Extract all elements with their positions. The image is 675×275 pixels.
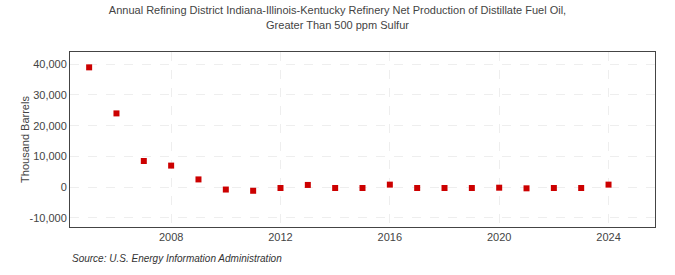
svg-text:Thousand Barrels: Thousand Barrels (19, 96, 31, 183)
svg-text:2008: 2008 (159, 231, 183, 243)
svg-text:0: 0 (61, 181, 67, 193)
svg-text:Annual Refining District India: Annual Refining District Indiana-Illinoi… (109, 4, 566, 30)
svg-text:20,000: 20,000 (33, 120, 67, 132)
svg-text:2024: 2024 (596, 231, 620, 243)
svg-text:2020: 2020 (487, 231, 511, 243)
svg-text:Source: U.S. Energy Informatio: Source: U.S. Energy Information Administ… (72, 253, 282, 264)
svg-text:10,000: 10,000 (33, 150, 67, 162)
svg-text:2012: 2012 (268, 231, 292, 243)
svg-text:-10,000: -10,000 (29, 212, 66, 224)
svg-text:40,000: 40,000 (33, 58, 67, 70)
svg-text:30,000: 30,000 (33, 89, 67, 101)
svg-text:2016: 2016 (378, 231, 402, 243)
